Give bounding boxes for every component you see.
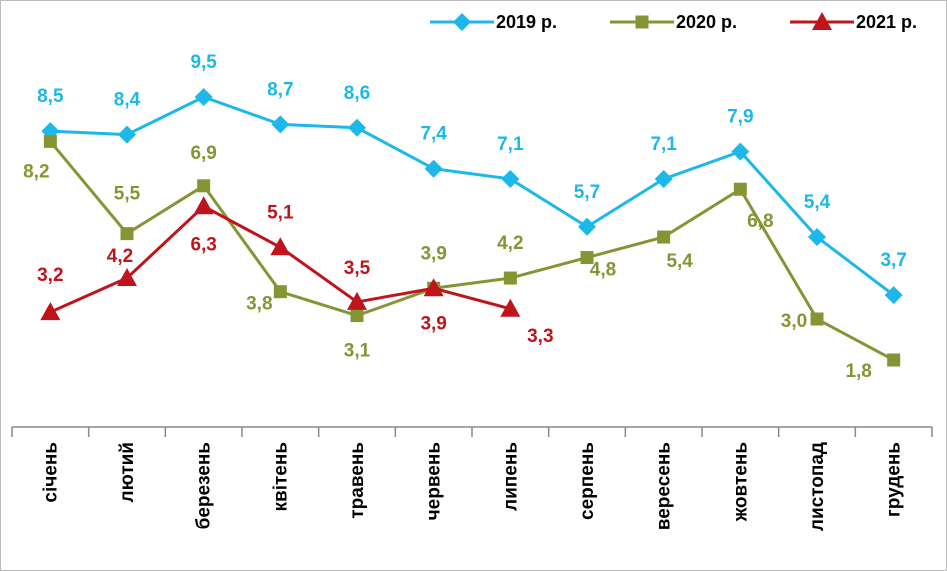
marker [657,230,671,244]
marker [347,291,367,310]
data-label: 3,9 [420,243,446,264]
data-label: 8,4 [114,90,141,111]
x-tick-label: вересень [654,442,675,530]
data-label: 6,9 [190,143,216,164]
data-label: 3,2 [37,265,63,286]
data-label: 3,8 [246,294,272,315]
marker [580,251,594,265]
data-label: 7,4 [420,124,447,145]
marker [193,196,214,215]
marker [348,118,366,137]
marker [635,15,649,29]
data-label: 8,7 [267,79,293,100]
x-tick-label: березень [194,442,215,529]
marker [423,278,444,297]
marker [43,134,57,148]
series-line [50,95,895,297]
marker [350,309,364,323]
marker [733,182,747,196]
data-label: 8,5 [37,86,64,107]
marker [810,312,824,326]
marker [120,227,134,241]
marker [118,125,136,144]
data-label: 8,2 [23,161,49,182]
marker [271,115,290,134]
data-label: 3,7 [880,250,906,271]
x-tick-label: червень [424,442,445,520]
data-label: 5,5 [114,184,141,205]
x-tick-label: січень [40,442,61,503]
series-line [49,140,895,362]
x-tick-label: листопад [807,442,828,531]
data-label: 6,8 [747,211,773,232]
data-label: 5,4 [804,192,831,213]
data-label: 4,2 [107,246,133,267]
marker [273,285,287,299]
data-label: 5,4 [666,251,693,272]
x-tick-label: травень [347,442,368,519]
x-tick-label: жовтень [730,442,751,522]
marker [887,353,901,367]
marker [578,217,596,236]
marker [194,88,213,106]
legend-label: 2021 р. [856,12,917,32]
x-tick-label: липень [500,442,521,511]
marker [453,13,471,31]
data-label: 8,6 [344,83,370,104]
data-label: 1,8 [845,361,871,382]
marker [270,237,291,256]
legend-label: 2019 р. [496,12,557,32]
marker [808,228,826,247]
marker [501,169,520,188]
data-label: 3,3 [527,326,553,347]
data-label: 9,5 [190,52,217,73]
marker [117,268,137,287]
data-label: 4,8 [590,260,616,281]
marker [500,298,521,317]
data-label: 3,0 [781,311,807,332]
x-tick-label: грудень [884,442,905,517]
legend-label: 2020 р. [676,12,737,32]
x-tick-label: квітень [270,442,291,512]
data-label: 7,1 [650,134,677,155]
x-tick-label: лютий [117,442,138,503]
marker [503,271,517,285]
data-label: 3,5 [344,258,371,279]
data-label: 5,1 [267,202,294,223]
marker [731,142,750,161]
marker [40,302,61,321]
marker [884,286,903,305]
data-label: 4,2 [497,233,523,254]
x-tick-label: серпень [577,442,598,520]
data-label: 5,7 [574,182,600,203]
marker [654,169,673,188]
marker [197,179,211,193]
marker [424,159,443,178]
data-label: 3,9 [420,313,446,334]
data-label: 7,1 [497,134,524,155]
marker [812,12,832,30]
data-label: 6,3 [190,234,216,255]
data-label: 7,9 [727,107,753,128]
data-label: 3,1 [344,341,371,362]
